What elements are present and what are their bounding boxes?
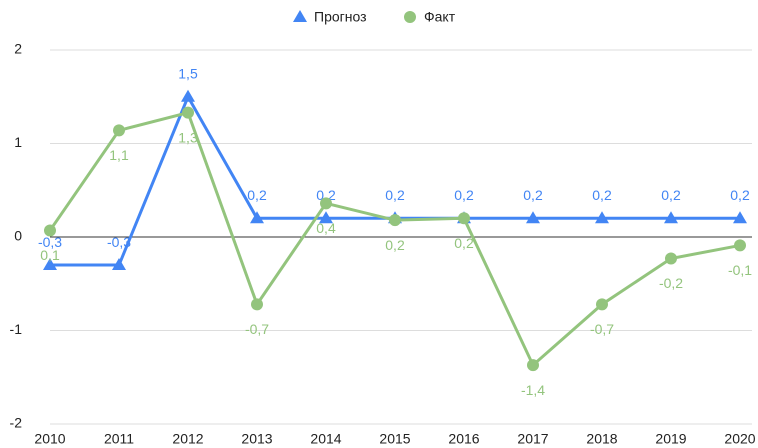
value-label: 0,2 xyxy=(661,187,681,203)
value-label: -0,2 xyxy=(659,275,683,291)
marker xyxy=(458,212,470,225)
value-label: 0,4 xyxy=(316,220,336,236)
marker xyxy=(596,298,608,311)
value-label: -0,3 xyxy=(107,234,131,250)
value-label: 0,2 xyxy=(454,235,474,251)
x-tick-label: 2019 xyxy=(655,431,686,447)
value-label: 0,1 xyxy=(40,247,60,263)
marker xyxy=(251,298,263,311)
marker xyxy=(113,124,125,137)
value-label: 0,2 xyxy=(385,187,405,203)
value-label: -0,3 xyxy=(38,234,62,250)
marker xyxy=(389,214,401,227)
y-tick-label: -1 xyxy=(10,321,23,337)
x-tick-label: 2011 xyxy=(104,431,134,447)
marker xyxy=(664,211,678,224)
value-label: -0,7 xyxy=(245,321,269,337)
value-label: 1,5 xyxy=(178,65,198,81)
marker xyxy=(595,211,609,224)
x-tick-label: 2015 xyxy=(379,431,410,447)
legend-label: Прогноз xyxy=(314,9,367,25)
value-label: 1,1 xyxy=(109,147,129,163)
value-label: 0,2 xyxy=(385,237,405,253)
value-label: 0,2 xyxy=(523,187,543,203)
value-label: 1,3 xyxy=(178,129,198,145)
value-label: 0,2 xyxy=(316,187,336,203)
marker xyxy=(293,10,307,22)
marker xyxy=(182,106,194,119)
x-tick-label: 2020 xyxy=(724,431,755,447)
marker xyxy=(404,11,416,23)
x-tick-label: 2017 xyxy=(517,431,548,447)
marker xyxy=(319,211,333,224)
x-tick-label: 2014 xyxy=(310,431,341,447)
y-tick-label: 1 xyxy=(14,134,22,150)
marker xyxy=(43,258,57,271)
marker xyxy=(665,252,677,265)
value-label: 0,2 xyxy=(730,187,750,203)
y-tick-label: 0 xyxy=(14,228,22,244)
legend-label: Факт xyxy=(424,9,456,25)
x-tick-label: 2010 xyxy=(34,431,65,447)
value-label: 0,2 xyxy=(247,187,267,203)
marker xyxy=(44,224,56,237)
marker xyxy=(733,211,747,224)
value-label: 0,2 xyxy=(454,187,474,203)
value-label: -0,7 xyxy=(590,321,614,337)
marker xyxy=(112,258,126,271)
value-label: 0,2 xyxy=(592,187,612,203)
marker xyxy=(734,239,746,252)
y-tick-label: -2 xyxy=(10,415,23,431)
marker xyxy=(526,211,540,224)
x-tick-label: 2012 xyxy=(172,431,203,447)
x-tick-label: 2016 xyxy=(448,431,479,447)
y-tick-label: 2 xyxy=(14,41,22,57)
marker xyxy=(250,211,264,224)
x-tick-label: 2018 xyxy=(586,431,617,447)
marker xyxy=(320,197,332,210)
value-label: -0,1 xyxy=(728,262,752,278)
marker xyxy=(181,89,195,102)
value-label: -1,4 xyxy=(521,382,545,398)
x-tick-label: 2013 xyxy=(241,431,272,447)
marker xyxy=(527,359,539,372)
